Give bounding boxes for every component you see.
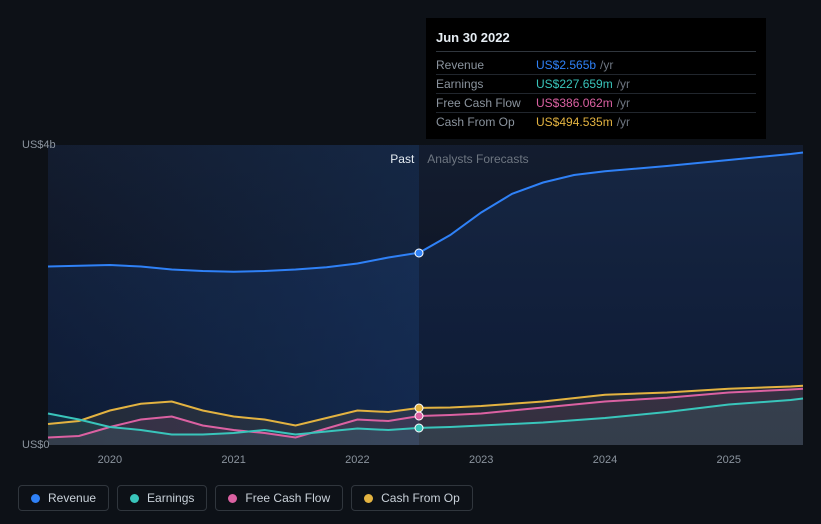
x-tick-label: 2023 bbox=[469, 454, 493, 466]
earnings-marker bbox=[415, 423, 424, 432]
legend-item-label: Cash From Op bbox=[381, 491, 460, 505]
legend-dot-icon bbox=[228, 494, 237, 503]
past-label: Past bbox=[369, 152, 414, 166]
x-tick-label: 2022 bbox=[345, 454, 369, 466]
tooltip-row-label: Cash From Op bbox=[436, 115, 536, 129]
forecast-label: Analysts Forecasts bbox=[427, 152, 528, 166]
legend-dot-icon bbox=[130, 494, 139, 503]
tooltip-row-value: US$227.659m bbox=[536, 77, 613, 91]
tooltip-row-unit: /yr bbox=[617, 115, 630, 129]
tooltip-row-value: US$2.565b bbox=[536, 58, 596, 72]
legend-dot-icon bbox=[31, 494, 40, 503]
tooltip-row-revenue: RevenueUS$2.565b/yr bbox=[436, 56, 756, 75]
tooltip-row-label: Earnings bbox=[436, 77, 536, 91]
tooltip-rows: RevenueUS$2.565b/yrEarningsUS$227.659m/y… bbox=[436, 56, 756, 131]
legend-item-label: Revenue bbox=[48, 491, 96, 505]
y-tick-label: US$4b bbox=[22, 139, 56, 151]
tooltip-row-cash_from_op: Cash From OpUS$494.535m/yr bbox=[436, 113, 756, 131]
tooltip-row-label: Revenue bbox=[436, 58, 536, 72]
revenue-marker bbox=[415, 248, 424, 257]
tooltip-date: Jun 30 2022 bbox=[436, 26, 756, 52]
legend-item-cash_from_op[interactable]: Cash From Op bbox=[351, 485, 473, 511]
legend-item-revenue[interactable]: Revenue bbox=[18, 485, 109, 511]
hover-tooltip: Jun 30 2022 RevenueUS$2.565b/yrEarningsU… bbox=[426, 18, 766, 139]
tooltip-row-free_cash_flow: Free Cash FlowUS$386.062m/yr bbox=[436, 94, 756, 113]
legend-item-label: Earnings bbox=[147, 491, 194, 505]
free_cash_flow-marker bbox=[415, 412, 424, 421]
x-tick-label: 2020 bbox=[98, 454, 122, 466]
tooltip-row-value: US$494.535m bbox=[536, 115, 613, 129]
x-tick-label: 2024 bbox=[593, 454, 617, 466]
legend-dot-icon bbox=[364, 494, 373, 503]
tooltip-row-unit: /yr bbox=[600, 58, 613, 72]
tooltip-row-unit: /yr bbox=[617, 96, 630, 110]
tooltip-row-unit: /yr bbox=[617, 77, 630, 91]
legend-item-free_cash_flow[interactable]: Free Cash Flow bbox=[215, 485, 343, 511]
tooltip-row-label: Free Cash Flow bbox=[436, 96, 536, 110]
legend-item-earnings[interactable]: Earnings bbox=[117, 485, 207, 511]
x-tick-label: 2021 bbox=[221, 454, 245, 466]
legend-item-label: Free Cash Flow bbox=[245, 491, 330, 505]
tooltip-row-value: US$386.062m bbox=[536, 96, 613, 110]
y-tick-label: US$0 bbox=[22, 439, 50, 451]
legend: Revenue Earnings Free Cash Flow Cash From O… bbox=[18, 485, 473, 511]
x-tick-label: 2025 bbox=[716, 454, 740, 466]
tooltip-row-earnings: EarningsUS$227.659m/yr bbox=[436, 75, 756, 94]
chart-svg bbox=[48, 145, 803, 445]
financials-chart: Past Analysts Forecasts Jun 30 2022 Reve… bbox=[0, 0, 821, 524]
